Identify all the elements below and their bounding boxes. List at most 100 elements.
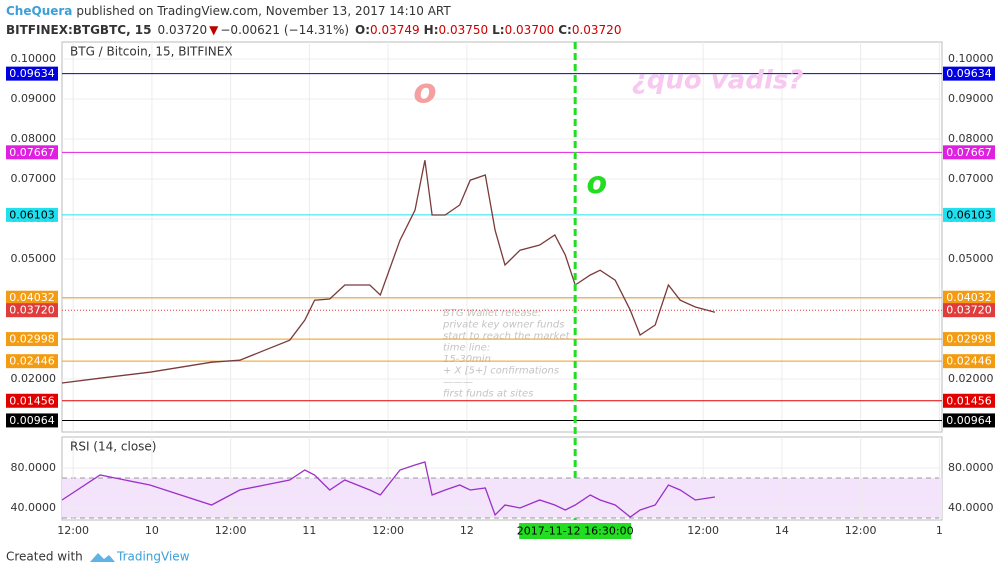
price-pane xyxy=(61,41,943,433)
level-label: 0.02446 xyxy=(946,355,992,368)
x-tick-label: 12:00 xyxy=(372,524,404,537)
level-label-box xyxy=(943,207,995,222)
annotation: ¿quo vadis? xyxy=(632,66,804,96)
rsi-band xyxy=(62,478,942,518)
y-tick-label: 0.07000 xyxy=(11,172,57,185)
y-tick-label: 80.0000 xyxy=(11,461,57,474)
level-label: 0.09634 xyxy=(9,67,55,80)
y-tick-label: 0.05000 xyxy=(948,252,994,265)
y-tick-label: 0.10000 xyxy=(11,52,57,65)
level-label-box xyxy=(6,303,58,318)
last: 0.03720 xyxy=(158,23,208,37)
c-label: C: xyxy=(558,23,572,37)
y-tick-label: 80.0000 xyxy=(948,461,994,474)
y-tick-label: 0.02000 xyxy=(11,372,57,385)
series-line xyxy=(61,160,716,384)
level-label: 0.01456 xyxy=(946,394,992,407)
h-value: 0.03750 xyxy=(439,23,489,37)
y-tick-label: 40.0000 xyxy=(948,501,994,514)
symbol: BITFINEX:BTGBTC, 15 xyxy=(6,23,152,37)
level-label-box xyxy=(6,290,58,305)
footer-brand[interactable]: TradingView xyxy=(116,550,190,564)
y-tick-label: 0.02000 xyxy=(948,372,994,385)
level-label: 0.00964 xyxy=(9,414,55,427)
level-label: 0.03720 xyxy=(9,304,55,317)
x-tick-label: 11 xyxy=(302,524,316,537)
h-label: H: xyxy=(424,23,439,37)
y-tick-label: 0.08000 xyxy=(948,132,994,145)
header-line: CheQuera published on TradingView.com, No… xyxy=(6,4,451,18)
c-value: 0.03720 xyxy=(572,23,622,37)
y-tick-label: 0.08000 xyxy=(11,132,57,145)
y-tick-label: 0.05000 xyxy=(11,252,57,265)
level-label-box xyxy=(943,354,995,369)
note-line: start to reach the market xyxy=(443,331,571,342)
symbol-line: BITFINEX:BTGBTC, 15 0.03720 ▼ −0.00621 (−14… xyxy=(6,23,621,37)
level-label-box xyxy=(943,145,995,160)
level-label: 0.04032 xyxy=(946,291,992,304)
level-label: 0.03720 xyxy=(946,304,992,317)
level-label-box xyxy=(943,303,995,318)
level-label-box xyxy=(943,332,995,347)
x-tick-label: 1 xyxy=(936,524,943,537)
time-marker-label: 2017-11-12 16:30:00 xyxy=(517,525,634,538)
l-value: 0.03700 xyxy=(505,23,555,37)
level-label: 0.06103 xyxy=(946,208,992,221)
footer-created: Created with xyxy=(6,550,83,564)
pane-title: BTG / Bitcoin, 15, BITFINEX xyxy=(70,45,233,59)
note-line: 15-30min xyxy=(443,354,491,365)
level-label: 0.07667 xyxy=(946,146,992,159)
series-line xyxy=(61,461,715,518)
x-tick-label: 12:00 xyxy=(845,524,877,537)
level-label-box xyxy=(6,66,58,81)
level-label: 0.07667 xyxy=(9,146,55,159)
level-label-box xyxy=(6,207,58,222)
pane-title: RSI (14, close) xyxy=(70,440,156,454)
note-line: private key owner funds xyxy=(442,320,564,331)
level-label-box xyxy=(943,393,995,408)
x-tick-label: 12:00 xyxy=(57,524,89,537)
level-label: 0.06103 xyxy=(9,208,55,221)
author[interactable]: CheQuera xyxy=(6,4,72,18)
published: published on TradingView.com, November 1… xyxy=(76,4,451,18)
x-tick-label: 12:00 xyxy=(687,524,719,537)
annotation: o xyxy=(413,72,436,112)
level-label: 0.02446 xyxy=(9,355,55,368)
y-tick-label: 40.0000 xyxy=(11,501,57,514)
x-tick-label: 12 xyxy=(460,524,474,537)
change: −0.00621 (−14.31%) xyxy=(220,23,349,37)
level-label-box xyxy=(6,393,58,408)
level-label-box xyxy=(6,332,58,347)
level-label-box xyxy=(943,66,995,81)
note-line: first funds at sites xyxy=(443,389,533,400)
x-tick-label: 10 xyxy=(145,524,159,537)
tradingview-logo xyxy=(90,553,115,562)
level-label: 0.00964 xyxy=(946,414,992,427)
x-tick-label: 12:00 xyxy=(215,524,247,537)
l-label: L: xyxy=(492,23,504,37)
level-label-box xyxy=(943,413,995,428)
annotation: o xyxy=(587,166,608,201)
x-tick-label: 14 xyxy=(775,524,789,537)
y-tick-label: 0.09000 xyxy=(11,92,57,105)
level-label-box xyxy=(6,413,58,428)
level-label-box xyxy=(943,290,995,305)
level-label: 0.04032 xyxy=(9,291,55,304)
level-label-box xyxy=(6,145,58,160)
y-tick-label: 0.10000 xyxy=(948,52,994,65)
note-line: + X [5+] confirmations xyxy=(443,366,559,377)
level-label: 0.02998 xyxy=(9,333,55,346)
o-value: 0.03749 xyxy=(370,23,420,37)
level-label: 0.01456 xyxy=(9,394,55,407)
y-tick-label: 0.07000 xyxy=(948,172,994,185)
note-line: ——— xyxy=(443,377,473,388)
level-label: 0.09634 xyxy=(946,67,992,80)
level-label: 0.02998 xyxy=(946,333,992,346)
note-line: time line: xyxy=(443,343,490,354)
o-label: O: xyxy=(355,23,370,37)
note-line: BTG Wallet release: xyxy=(443,308,541,319)
level-label-box xyxy=(6,354,58,369)
arrow: ▼ xyxy=(209,23,219,37)
